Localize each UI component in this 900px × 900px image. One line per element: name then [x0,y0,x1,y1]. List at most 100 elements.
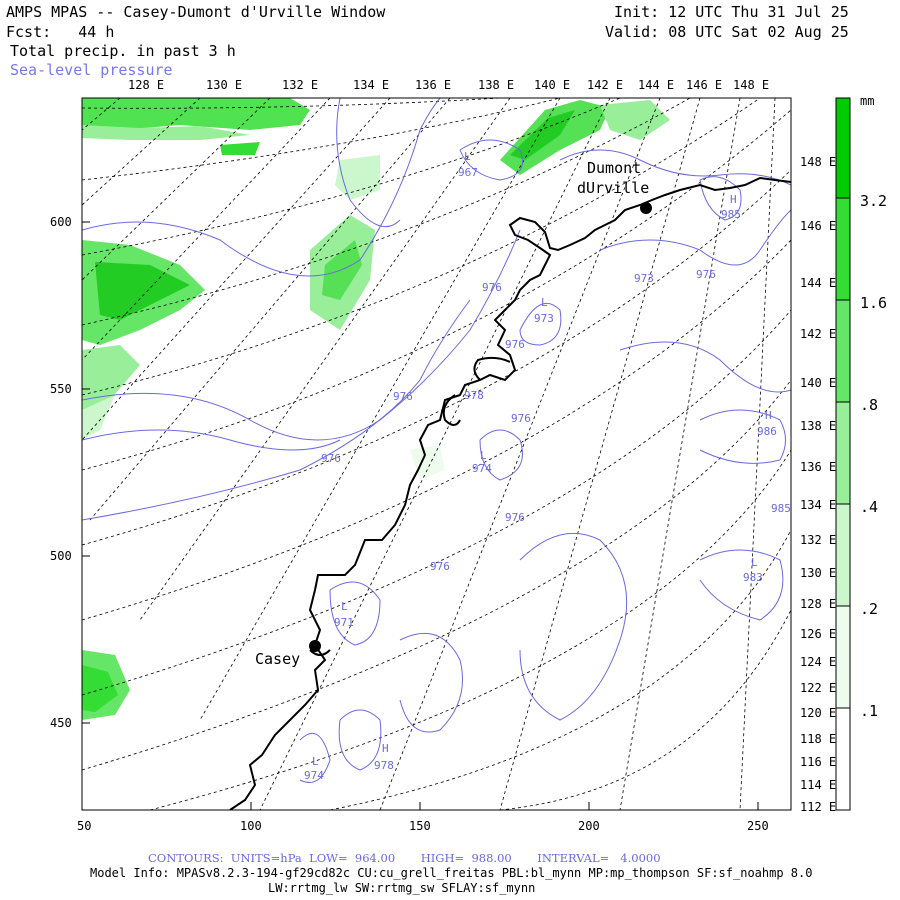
slp-label: L [541,296,548,309]
x-axis-ticks [81,221,759,810]
slp-label: 978 [464,389,484,402]
top-lon-label: 128 E [128,78,164,92]
colorbar-segment [836,98,850,198]
right-lon-label: 146 E [800,219,836,233]
slp-label: L [312,755,319,768]
slp-label: 976 [696,268,716,281]
dumont-durville-station-marker [640,202,652,214]
slp-label: 973 [634,272,654,285]
forecast-hour: Fcst: 44 h [6,23,115,41]
colorbar-segment [836,504,850,606]
right-lon-label: 112 E [800,800,836,814]
precip-area [220,142,260,155]
x-tick-label: 250 [747,819,769,833]
casey-station-marker [309,640,321,652]
top-lon-label: 132 E [282,78,318,92]
contour-info: CONTOURS: UNITS=hPa LOW= 964.00 HIGH= 98… [148,851,661,865]
right-lon-labels: 148 E 146 E 144 E 142 E 140 E 138 E 136 … [800,155,836,814]
colorbar-label: .2 [860,600,878,618]
colorbar-label: 3.2 [860,192,887,210]
slp-label: 976 [393,390,413,403]
colorbar-segment [836,300,850,402]
top-lon-labels: 128 E 130 E 132 E 134 E 136 E 138 E 140 … [128,78,769,92]
slp-label: H [765,409,772,422]
slp-label: 976 [482,281,502,294]
slp-label: 976 [505,338,525,351]
slp-label: 976 [430,560,450,573]
slp-label: 985 [721,208,741,221]
colorbar-segment [836,402,850,504]
top-lon-label: 146 E [686,78,722,92]
right-lon-label: 148 E [800,155,836,169]
slp-label: 983 [743,571,763,584]
right-lon-label: 122 E [800,681,836,695]
colorbar-unit: mm [860,94,874,108]
slp-contours [82,98,791,783]
slp-label: L [464,150,471,163]
slp-label: 971 [334,616,354,629]
x-tick-label: 150 [409,819,431,833]
top-lon-label: 130 E [206,78,242,92]
top-lon-label: 136 E [415,78,451,92]
field-label: Total precip. in past 3 h [10,42,236,60]
right-lon-label: 120 E [800,706,836,720]
slp-label: H [730,193,737,206]
precip-area [82,395,115,440]
right-lon-label: 118 E [800,732,836,746]
slp-label: H [382,742,389,755]
right-lon-label: 136 E [800,460,836,474]
right-lon-label: 116 E [800,755,836,769]
x-tick-label: 100 [240,819,262,833]
right-lon-label: 142 E [800,327,836,341]
top-lon-label: 140 E [534,78,570,92]
slp-label: 985 [771,502,791,515]
overlay-label: Sea-level pressure [10,61,173,79]
precip-area [410,445,445,480]
precip-area [82,345,140,410]
slp-label: L [480,449,487,462]
colorbar-segment [836,606,850,708]
right-lon-label: 124 E [800,655,836,669]
init-time: Init: 12 UTC Thu 31 Jul 25 [614,3,849,21]
slp-label: 976 [505,511,525,524]
model-info: Model Info: MPASv8.2.3-194-gf29cd82c CU:… [90,866,813,880]
right-lon-label: 134 E [800,498,836,512]
right-lon-label: 138 E [800,419,836,433]
top-lon-label: 134 E [353,78,389,92]
y-tick-label: 550 [50,382,72,396]
y-tick-label: 600 [50,215,72,229]
colorbar: mm 3.2 1.6 .8 .4 .2 .1 [835,94,887,811]
map-title: AMPS MPAS -- Casey-Dumont d'Urville Wind… [6,3,386,21]
right-lon-label: 128 E [800,597,836,611]
colorbar-label: .4 [860,498,878,516]
colorbar-segment [836,198,850,300]
right-lon-label: 132 E [800,533,836,547]
colorbar-segment [836,708,850,810]
slp-label: 976 [321,452,341,465]
valid-time: Valid: 08 UTC Sat 02 Aug 25 [605,23,849,41]
top-lon-label: 142 E [587,78,623,92]
y-tick-label: 500 [50,549,72,563]
precip-area [510,110,575,160]
graticule [82,98,791,810]
slp-label: 978 [374,759,394,772]
slp-label: L [341,600,348,613]
durville-label: dUrville [577,179,649,197]
precip-area [82,98,310,130]
x-tick-label: 200 [578,819,600,833]
map-frame [81,97,792,811]
colorbar-frame [835,97,851,811]
colorbar-label: 1.6 [860,294,887,312]
slp-label: 976 [511,412,531,425]
top-lon-label: 144 E [638,78,674,92]
coastline [229,176,791,810]
slp-label-group: L 967 L 973 973 976 976 976 976 976 978 … [304,150,791,782]
precip-area [82,125,250,140]
right-lon-label: 114 E [800,778,836,792]
precip-area [82,665,118,712]
slp-label: 986 [757,425,777,438]
precip-shading [82,98,670,720]
top-lon-label: 148 E [733,78,769,92]
precip-area [600,100,670,140]
